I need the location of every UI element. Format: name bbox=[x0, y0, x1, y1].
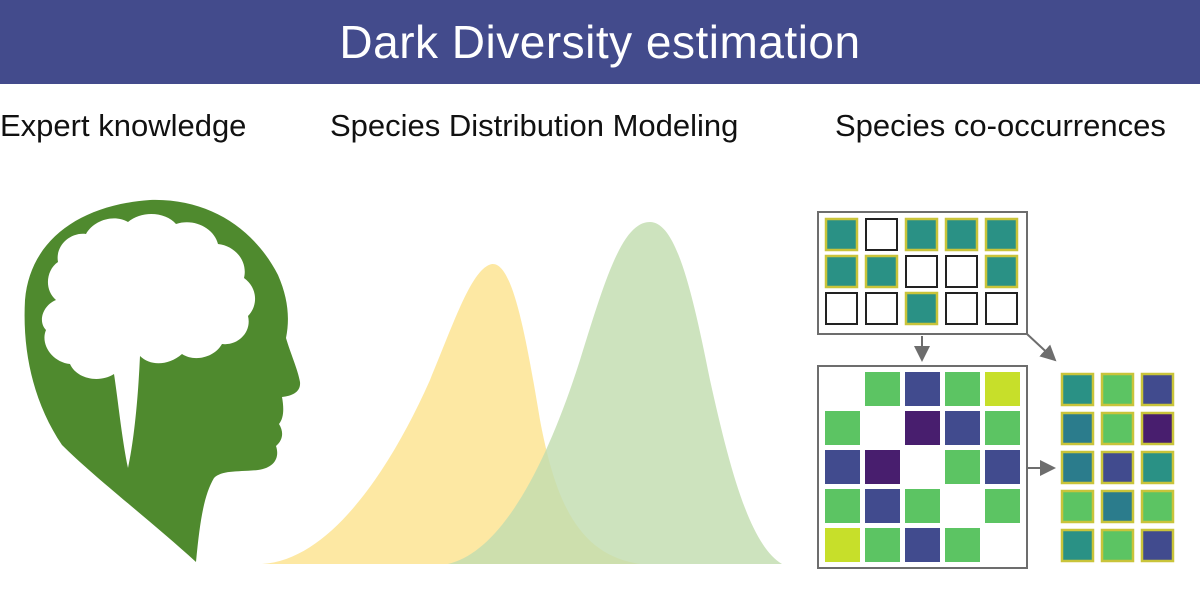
site-species-cell bbox=[824, 254, 859, 289]
co-occurrence-cell bbox=[985, 411, 1020, 445]
co-occurrence-matrix-icon bbox=[817, 211, 1175, 569]
co-occurrence-cell bbox=[945, 450, 980, 484]
result-cell bbox=[1140, 411, 1175, 446]
site-species-cell bbox=[905, 255, 938, 288]
result-cell bbox=[1100, 489, 1135, 524]
co-occurrence-cell bbox=[905, 489, 940, 523]
arrow-diagonal bbox=[1026, 333, 1057, 362]
brain-icon bbox=[41, 213, 256, 468]
result-cell bbox=[1060, 411, 1095, 446]
site-species-cell bbox=[984, 254, 1019, 289]
site-species-cell bbox=[864, 254, 899, 289]
site-species-cell bbox=[904, 217, 939, 252]
co-occurrence-cell bbox=[825, 450, 860, 484]
result-cell bbox=[1060, 450, 1095, 485]
result-cell bbox=[1140, 528, 1175, 563]
co-occurrence-cell bbox=[865, 528, 900, 562]
heading-species-distribution-modeling: Species Distribution Modeling bbox=[330, 108, 739, 143]
head-brain-icon bbox=[24, 199, 301, 562]
co-occurrence-cell bbox=[905, 528, 940, 562]
site-species-matrix bbox=[824, 217, 1019, 326]
result-cell bbox=[1100, 528, 1135, 563]
site-species-cell bbox=[944, 217, 979, 252]
co-occurrence-cell bbox=[945, 372, 980, 406]
result-cell bbox=[1140, 450, 1175, 485]
co-occurrence-cell bbox=[905, 372, 940, 406]
site-species-cell bbox=[985, 292, 1018, 325]
co-occurrence-cell bbox=[825, 528, 860, 562]
site-species-cell bbox=[984, 217, 1019, 252]
result-cell bbox=[1100, 411, 1135, 446]
result-cell bbox=[1060, 489, 1095, 524]
distribution-curve-green bbox=[448, 222, 782, 564]
co-occurrence-cell bbox=[865, 489, 900, 523]
site-species-cell bbox=[865, 218, 898, 251]
co-occurrence-cell bbox=[825, 411, 860, 445]
result-cell bbox=[1100, 450, 1135, 485]
dark-diversity-result-matrix bbox=[1060, 372, 1175, 563]
site-species-cell bbox=[904, 291, 939, 326]
site-species-cell bbox=[945, 292, 978, 325]
result-cell bbox=[1140, 489, 1175, 524]
co-occurrence-cell bbox=[945, 528, 980, 562]
co-occurrence-cell bbox=[825, 489, 860, 523]
distribution-curves-icon bbox=[262, 222, 782, 564]
co-occurrence-cell bbox=[905, 411, 940, 445]
site-species-cell bbox=[945, 255, 978, 288]
result-cell bbox=[1060, 372, 1095, 407]
co-occurrence-cell bbox=[865, 372, 900, 406]
species-co-occurrence-matrix bbox=[825, 372, 1020, 562]
banner-title: Dark Diversity estimation bbox=[339, 16, 861, 68]
title-banner: Dark Diversity estimation bbox=[0, 0, 1200, 84]
result-cell bbox=[1140, 372, 1175, 407]
co-occurrence-cell bbox=[945, 411, 980, 445]
co-occurrence-cell bbox=[985, 450, 1020, 484]
co-occurrence-cell bbox=[985, 372, 1020, 406]
site-species-cell bbox=[865, 292, 898, 325]
site-species-cell bbox=[825, 292, 858, 325]
site-species-cell bbox=[824, 217, 859, 252]
result-cell bbox=[1100, 372, 1135, 407]
co-occurrence-cell bbox=[985, 489, 1020, 523]
co-occurrence-cell bbox=[865, 450, 900, 484]
heading-species-co-occurrences: Species co-occurrences bbox=[835, 108, 1166, 143]
heading-expert-knowledge: Expert knowledge bbox=[0, 108, 247, 143]
result-cell bbox=[1060, 528, 1095, 563]
